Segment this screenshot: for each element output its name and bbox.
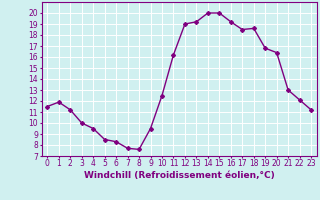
X-axis label: Windchill (Refroidissement éolien,°C): Windchill (Refroidissement éolien,°C) <box>84 171 275 180</box>
